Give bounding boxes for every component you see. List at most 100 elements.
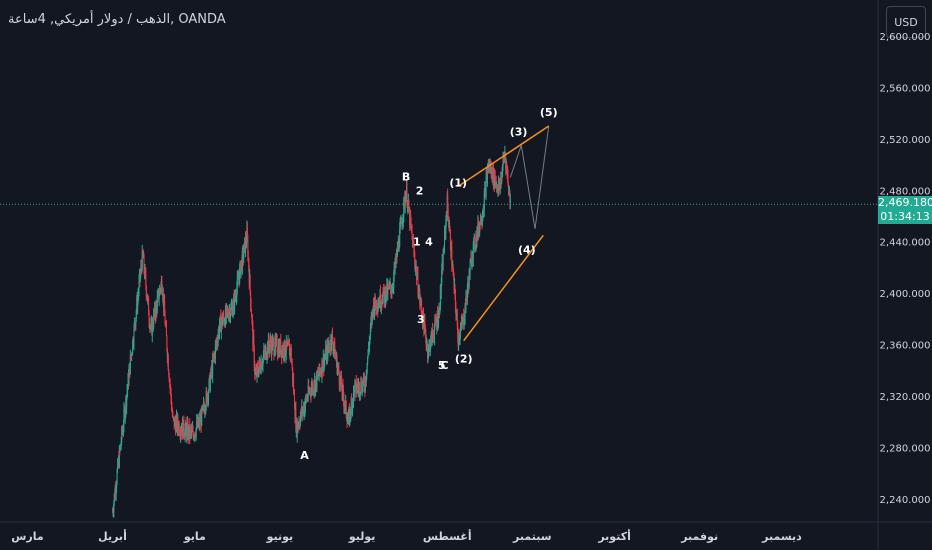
candle-body	[433, 328, 435, 339]
candle-body	[202, 405, 204, 410]
candle-body	[158, 295, 160, 300]
candle-body	[133, 325, 135, 344]
candle-body	[141, 249, 143, 271]
candle-body	[443, 231, 445, 250]
candle-body	[230, 306, 232, 315]
candle-body	[155, 303, 157, 318]
x-tick-label: مارس	[11, 530, 43, 543]
candle-body	[208, 392, 210, 401]
candle-body	[494, 176, 496, 184]
candle-body	[387, 285, 389, 295]
candle-layer	[111, 145, 511, 518]
candle-body	[201, 407, 203, 426]
candle-body	[486, 169, 488, 181]
candle-body	[273, 341, 275, 355]
candle-body	[276, 339, 278, 353]
last-price-value: 2,469.180	[878, 196, 932, 210]
candle-body	[154, 306, 156, 316]
currency-button[interactable]: USD	[886, 6, 926, 38]
last-price-countdown: 01:34:13	[880, 210, 930, 224]
wave-label: C	[440, 359, 448, 372]
candle-body	[414, 253, 416, 263]
wave-label: 4	[425, 236, 433, 249]
x-tick-label: ديسمبر	[761, 530, 802, 543]
candle-body	[346, 415, 348, 420]
candle-body	[118, 448, 120, 467]
candle-body	[373, 301, 375, 314]
candle-body	[451, 246, 453, 266]
x-tick-label: يوليو	[348, 530, 376, 543]
candle-body	[251, 310, 253, 318]
candle-body	[491, 167, 493, 180]
candle-body	[116, 483, 118, 489]
candle-body	[374, 296, 376, 305]
candle-body	[178, 424, 180, 434]
candle-body	[335, 354, 337, 358]
candle-body	[293, 379, 295, 393]
y-tick-label: 2,320.000	[880, 392, 931, 403]
x-tick-label: أبريل	[98, 529, 127, 543]
candle-body	[454, 293, 456, 307]
y-tick-label: 2,240.000	[880, 495, 931, 506]
candle-body	[284, 340, 286, 355]
candle-body	[447, 195, 449, 209]
candle-body	[145, 274, 147, 287]
candle-body	[246, 227, 248, 239]
candle-body	[447, 208, 449, 221]
candle-body	[148, 298, 150, 316]
candle-body	[509, 200, 511, 203]
y-tick-label: 2,280.000	[880, 443, 931, 454]
candle-body	[442, 252, 444, 271]
wave-label: 2	[416, 184, 424, 197]
candle-body	[185, 422, 187, 428]
candle-body	[129, 356, 131, 374]
candle-body	[483, 194, 485, 211]
candle-body	[341, 377, 343, 391]
candle-body	[403, 198, 405, 216]
candle-body	[467, 281, 469, 290]
candle-body	[507, 176, 509, 185]
candle-body	[122, 430, 124, 434]
candle-body	[427, 345, 429, 355]
candle-body	[164, 314, 166, 325]
candle-body	[399, 229, 401, 248]
candle-body	[506, 162, 508, 167]
wave-label: 3	[417, 313, 425, 326]
candle-body	[350, 399, 352, 414]
candle-body	[220, 323, 222, 333]
candle-body	[212, 357, 214, 376]
candle-body	[229, 314, 231, 320]
candle-body	[445, 219, 447, 234]
candle-body	[352, 399, 354, 410]
candle-body	[469, 263, 471, 277]
candle-body	[456, 314, 458, 325]
wave-projection-path	[509, 125, 550, 229]
x-tick-label: سبتمبر	[512, 530, 552, 543]
y-tick-label: 2,520.000	[880, 135, 931, 146]
candle-body	[422, 310, 424, 323]
candle-body	[312, 384, 314, 394]
candle-body	[146, 296, 148, 298]
candle-body	[316, 371, 318, 388]
candle-body	[352, 387, 354, 401]
channel-trendline	[457, 125, 550, 188]
candle-body	[319, 364, 321, 372]
candle-body	[127, 386, 129, 391]
candle-body	[113, 502, 115, 512]
candle-body	[292, 367, 294, 381]
candle-body	[440, 282, 442, 292]
candle-body	[157, 293, 159, 298]
candle-body	[338, 366, 340, 375]
candle-body	[376, 300, 378, 309]
candle-body	[366, 362, 368, 373]
x-tick-label: أكتوبر	[597, 529, 631, 543]
candle-body	[430, 336, 432, 347]
candle-body	[296, 422, 298, 436]
candle-body	[343, 398, 345, 408]
candle-body	[326, 349, 328, 360]
candle-body	[166, 335, 168, 350]
candle-body	[358, 383, 360, 395]
candle-body	[283, 346, 285, 356]
candle-body	[250, 305, 252, 311]
